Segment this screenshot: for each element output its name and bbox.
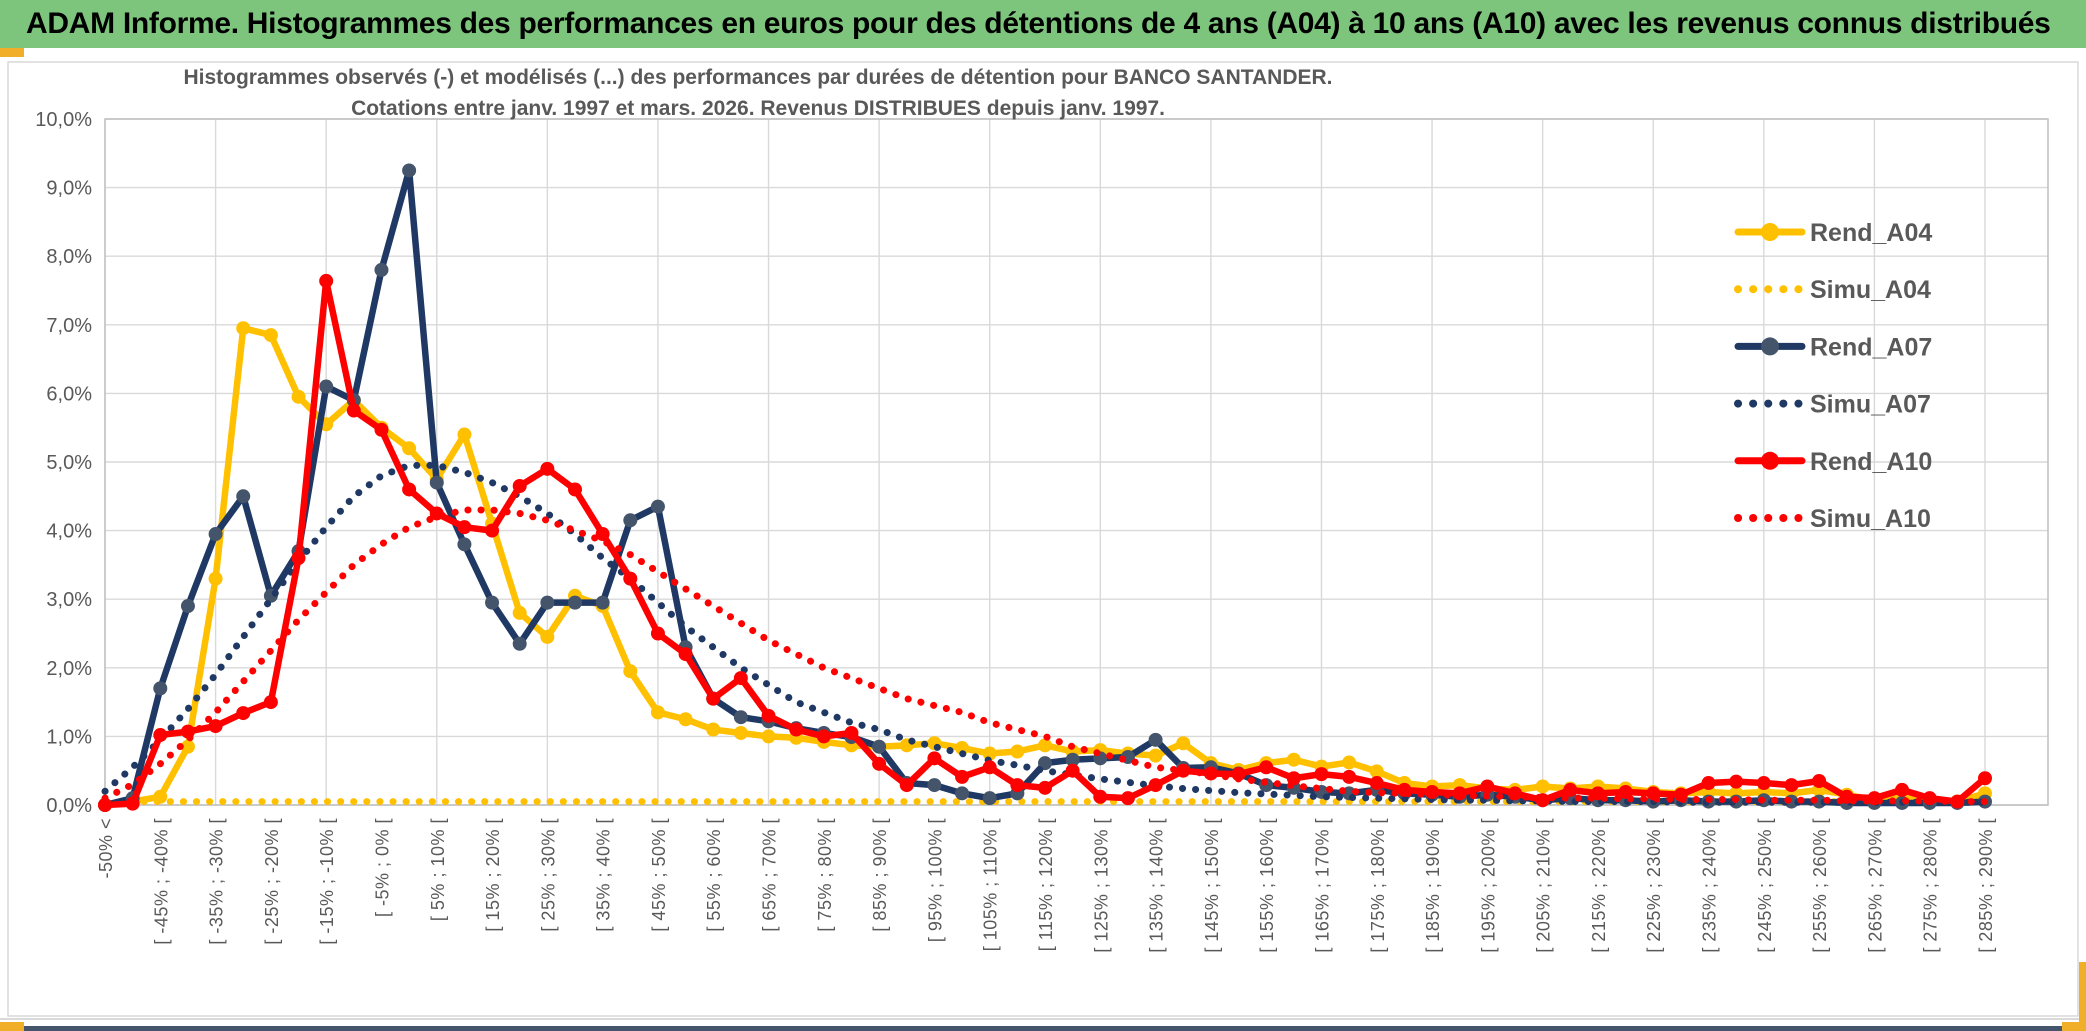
x-axis-label: [ 245% ; 250% [ (1755, 818, 1775, 953)
legend-label: Rend_A07 (1810, 333, 1932, 361)
y-axis-label: 9,0% (46, 178, 92, 200)
x-axis-label: [ 215% ; 220% [ (1589, 818, 1609, 953)
legend-label: Rend_A04 (1810, 219, 1932, 247)
x-axis-label: [ 15% ; 20% [ (483, 818, 503, 932)
y-axis-label: 2,0% (46, 658, 92, 680)
x-axis-label: [ 25% ; 30% [ (538, 818, 558, 932)
x-axis-label: [ 105% ; 110% [ (981, 818, 1001, 951)
legend-item-Simu_A10[interactable]: Simu_A10 (1734, 505, 1931, 533)
y-axis-label: 0,0% (46, 795, 92, 817)
yellow-accent-bottom-right (2062, 1022, 2086, 1031)
x-axis-label: [ 45% ; 50% [ (649, 818, 669, 932)
legend-swatch-marker (1761, 223, 1779, 241)
chart-card-border (7, 61, 2079, 1017)
x-axis-label: [ -35% ; -30% [ (207, 818, 227, 945)
x-axis-label: [ 155% ; 160% [ (1257, 818, 1277, 953)
x-axis-label: [ 165% ; 170% [ (1312, 818, 1332, 953)
legend-item-Simu_A04[interactable]: Simu_A04 (1734, 276, 1931, 304)
legend: Rend_A04 Simu_A04 Rend_A07 Simu_A07 Rend_A10… (1734, 219, 1932, 533)
legend-swatch-marker (1761, 451, 1779, 470)
x-axis-label: [ 275% ; 280% [ (1921, 818, 1941, 953)
x-axis-label: -50% < (96, 818, 116, 879)
legend-label: Simu_A07 (1810, 391, 1931, 419)
x-axis-label: [ 125% ; 130% [ (1091, 818, 1111, 953)
legend-label: Simu_A04 (1810, 276, 1931, 304)
x-axis-label: [ 65% ; 70% [ (760, 818, 780, 932)
y-axis-label: 6,0% (46, 383, 92, 405)
legend-swatch-marker (1761, 337, 1779, 356)
x-axis-label: [ -5% ; 0% [ (372, 818, 392, 917)
legend-item-Rend_A04[interactable]: Rend_A04 (1734, 219, 1932, 247)
x-axis-label: [ 205% ; 210% [ (1534, 818, 1554, 953)
y-axis-label: 7,0% (46, 315, 92, 337)
x-axis-label: [ 195% ; 200% [ (1478, 818, 1498, 953)
x-axis-label: [ 35% ; 40% [ (594, 818, 614, 932)
x-axis-label: [ 115% ; 120% [ (1036, 818, 1056, 951)
yellow-accent-top-left (0, 48, 24, 57)
series-Simu_A10 (101, 506, 1989, 806)
series-Simu_A07 (101, 461, 1989, 806)
x-axis-label: [ 135% ; 140% [ (1147, 818, 1167, 953)
plot-border (104, 118, 2049, 806)
bottom-blue-bar (0, 1026, 2086, 1031)
x-axis-labels: -50% < [ -45% ; -40% [ [ -35% ; -30% [ [ -2… (96, 818, 1996, 953)
y-axis-label: 3,0% (46, 589, 92, 611)
legend-item-Rend_A10[interactable]: Rend_A10 (1734, 448, 1932, 476)
x-axis-label: [ -45% ; -40% [ (151, 818, 171, 945)
y-axis-label: 1,0% (46, 726, 92, 748)
x-axis-label: [ 55% ; 60% [ (704, 818, 724, 932)
x-axis-label: [ 145% ; 150% [ (1202, 818, 1222, 953)
y-axis-label: 8,0% (46, 246, 92, 268)
y-axis-label: 4,0% (46, 521, 92, 543)
x-axis-label: [ 95% ; 100% [ (925, 818, 945, 942)
x-axis-label: [ 185% ; 190% [ (1423, 818, 1443, 953)
chart-title-line1: Histogrammes observés (-) et modélisés (… (183, 66, 1333, 89)
chart-title: Histogrammes observés (-) et modélisés (… (105, 62, 1411, 124)
x-axis-label: [ 225% ; 230% [ (1644, 818, 1664, 953)
x-axis-label: [ 265% ; 270% [ (1865, 818, 1885, 953)
bottom-divider (0, 1018, 2086, 1020)
banner-title: ADAM Informe. Histogrammes des performan… (0, 0, 2086, 48)
x-axis-label: [ 75% ; 80% [ (815, 818, 835, 932)
yellow-accent-bottom-left (0, 1022, 24, 1031)
x-axis-label: [ 175% ; 180% [ (1368, 818, 1388, 953)
legend-item-Rend_A07[interactable]: Rend_A07 (1734, 333, 1932, 361)
yellow-accent-right-edge (2079, 962, 2086, 1031)
legend-item-Simu_A07[interactable]: Simu_A07 (1734, 391, 1931, 419)
legend-label: Rend_A10 (1810, 448, 1932, 476)
x-axis-label: [ 85% ; 90% [ (870, 818, 890, 932)
legend-label: Simu_A10 (1810, 505, 1931, 533)
x-axis-label: [ 235% ; 240% [ (1700, 818, 1720, 953)
x-axis-label: [ 285% ; 290% [ (1976, 818, 1996, 953)
x-axis-label: [ -15% ; -10% [ (317, 818, 337, 945)
chart-title-line2: Cotations entre janv. 1997 et mars. 2026… (351, 97, 1165, 120)
x-axis-label: [ 255% ; 260% [ (1810, 818, 1830, 953)
series-Simu_A04 (101, 798, 1989, 809)
y-axis-labels: 0,0% 1,0% 2,0% 3,0% 4,0% 5,0% 6,0% 7,0% 8,0% 9,0%… (35, 109, 92, 817)
y-axis-label: 5,0% (46, 452, 92, 474)
x-axis-label: [ -25% ; -20% [ (262, 818, 282, 945)
x-axis-label: [ 5% ; 10% [ (428, 818, 448, 921)
y-axis-label: 10,0% (35, 109, 92, 131)
